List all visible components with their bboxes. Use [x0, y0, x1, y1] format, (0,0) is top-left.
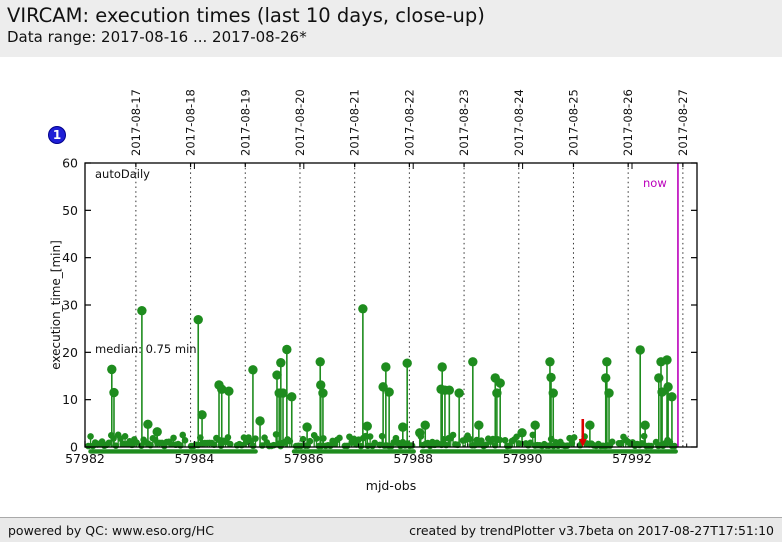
data-range-subtitle: Data range: 2017-08-16 ... 2017-08-26*	[7, 28, 307, 47]
svg-text:10: 10	[62, 392, 78, 407]
svg-text:30: 30	[62, 298, 78, 313]
red-arrow-icon	[578, 419, 587, 447]
svg-text:2017-08-22: 2017-08-22	[402, 89, 416, 156]
page-title: VIRCAM: execution times (last 10 days, c…	[7, 4, 485, 27]
svg-text:2017-08-24: 2017-08-24	[512, 89, 526, 156]
svg-text:execution_time_[min]: execution_time_[min]	[49, 240, 63, 370]
svg-text:2017-08-18: 2017-08-18	[184, 89, 198, 156]
date-gridlines	[135, 163, 684, 447]
svg-text:median: 0.75 min: median: 0.75 min	[95, 342, 197, 356]
svg-text:now: now	[643, 176, 667, 190]
svg-text:2017-08-21: 2017-08-21	[348, 89, 362, 156]
svg-text:57982: 57982	[65, 451, 105, 466]
svg-text:20: 20	[62, 345, 78, 360]
footer-powered-by[interactable]: powered by QC: www.eso.org/HC	[8, 522, 214, 538]
svg-text:2017-08-27: 2017-08-27	[676, 89, 690, 156]
axes-frame: 57982 57984 57986 57988 57990 57992 0 10 20 30 40 5…	[62, 156, 698, 466]
svg-text:2017-08-26: 2017-08-26	[621, 89, 635, 156]
header: VIRCAM: execution times (last 10 days, c…	[0, 0, 782, 57]
svg-text:2017-08-17: 2017-08-17	[129, 89, 143, 156]
svg-text:mjd-obs: mjd-obs	[366, 478, 416, 493]
svg-text:2017-08-20: 2017-08-20	[293, 89, 307, 156]
svg-text:40: 40	[62, 250, 78, 265]
svg-text:2017-08-23: 2017-08-23	[457, 89, 471, 156]
plot-annotations: autoDaily median: 0.75 min now	[95, 167, 667, 356]
svg-text:autoDaily: autoDaily	[95, 167, 150, 181]
svg-text:57984: 57984	[175, 451, 215, 466]
spike-points	[107, 304, 677, 447]
near-zero-band	[88, 449, 678, 454]
axis-titles: mjd-obs execution_time_[min]	[49, 240, 416, 493]
svg-text:57990: 57990	[503, 451, 543, 466]
svg-text:50: 50	[62, 203, 78, 218]
svg-text:60: 60	[62, 156, 78, 171]
chart-area: 2017-08-17 2017-08-18 2017-08-19 2017-08-20…	[0, 57, 782, 517]
footer-created-by: created by trendPlotter v3.7beta on 2017…	[409, 522, 774, 538]
top-axis-date-labels: 2017-08-17 2017-08-18 2017-08-19 2017-08-20…	[129, 89, 690, 167]
chart-canvas: 2017-08-17 2017-08-18 2017-08-19 2017-08-20…	[49, 89, 698, 493]
svg-text:57988: 57988	[393, 451, 433, 466]
svg-text:2017-08-25: 2017-08-25	[566, 89, 580, 156]
svg-text:2017-08-19: 2017-08-19	[238, 89, 252, 156]
plot-number-badge[interactable]: 1	[48, 126, 66, 144]
svg-text:57992: 57992	[612, 451, 652, 466]
footer: powered by QC: www.eso.org/HC created by…	[0, 517, 782, 542]
svg-text:57986: 57986	[284, 451, 324, 466]
svg-text:0: 0	[70, 440, 78, 455]
